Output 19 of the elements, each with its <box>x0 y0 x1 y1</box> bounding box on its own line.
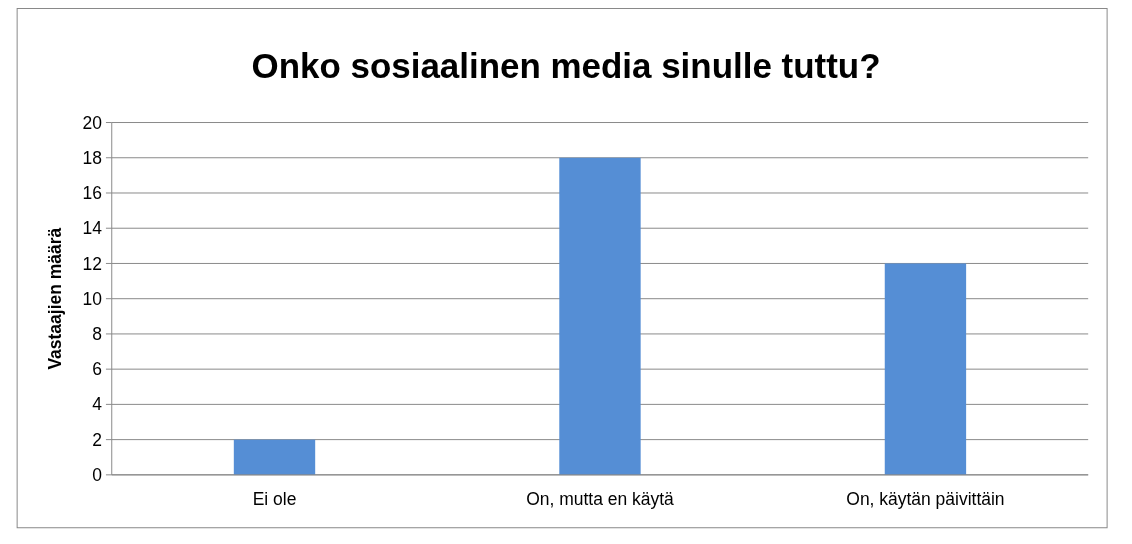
y-tick-label: 16 <box>82 183 103 204</box>
y-tick-label: 2 <box>92 429 103 450</box>
y-tick-label: 18 <box>82 147 103 168</box>
x-tick-label: On, mutta en käytä <box>526 488 675 509</box>
y-tick-label: 6 <box>92 359 103 380</box>
y-tick-label: 20 <box>82 112 103 133</box>
bar <box>884 263 967 475</box>
y-tick-label: 14 <box>82 218 103 239</box>
bar <box>233 439 316 475</box>
x-tick-label: On, käytän päivittäin <box>846 488 1005 509</box>
x-tick-label: Ei ole <box>252 488 297 509</box>
bar <box>559 157 641 475</box>
y-tick-label: 12 <box>82 253 103 274</box>
y-tick-label: 4 <box>92 394 103 415</box>
y-axis-title: Vastaajien määrä <box>44 227 65 370</box>
y-tick-label: 0 <box>92 464 103 485</box>
y-tick-label: 8 <box>92 324 103 345</box>
y-tick-label: 10 <box>82 288 103 309</box>
chart-title: Onko sosiaalinen media sinulle tuttu? <box>251 45 881 85</box>
